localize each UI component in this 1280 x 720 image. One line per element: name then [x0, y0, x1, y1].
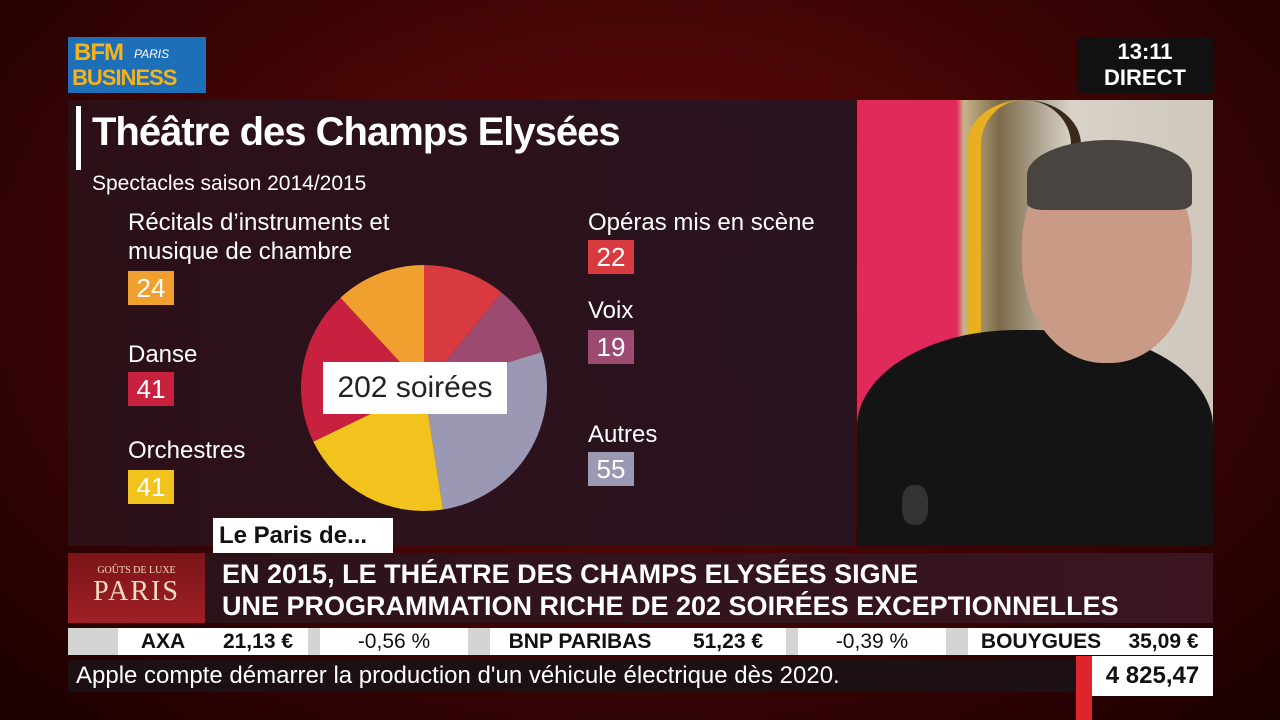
- stock-name: BNP PARIBAS: [490, 628, 670, 655]
- legend-label: Autres: [588, 421, 658, 448]
- legend-label: Orchestres: [128, 437, 246, 464]
- stock-name: BOUYGUES: [968, 628, 1114, 655]
- headline-line: UNE PROGRAMMATION RICHE DE 202 SOIRÉES E…: [222, 591, 1119, 621]
- chart-subtitle: Spectacles saison 2014/2015: [92, 172, 367, 195]
- headline-banner: [68, 553, 1213, 623]
- guest-hair: [1027, 140, 1192, 210]
- legend-value: 41: [128, 470, 174, 504]
- legend-value: 41: [128, 372, 174, 406]
- logo-main: BFM: [74, 39, 124, 66]
- pie-slice: [424, 265, 502, 388]
- legend-label: Récitals d’instruments et musique de cha…: [128, 209, 390, 265]
- chart-title: Théâtre des Champs Elysées: [92, 110, 621, 154]
- legend-label: Danse: [128, 341, 198, 368]
- video-feed: [857, 100, 1213, 546]
- headline: EN 2015, LE THÉATRE DES CHAMPS ELYSÉES S…: [222, 558, 1119, 622]
- center-label: 202 soirées: [323, 362, 507, 414]
- title-bar: [76, 106, 81, 170]
- logo-sub: BUSINESS: [72, 65, 177, 90]
- channel-logo: BFM PARIS BUSINESS: [68, 37, 206, 93]
- show-logo-top: GOÛTS DE LUXE: [97, 565, 176, 576]
- stock-price: 21,13 €: [208, 628, 308, 655]
- legend-value: 55: [588, 452, 634, 486]
- pie-slice: [340, 265, 424, 388]
- legend-value: 22: [588, 240, 634, 274]
- news-ticker: Apple compte démarrer la production d'un…: [68, 660, 1076, 692]
- market-index: 4 825,47: [1092, 656, 1213, 696]
- stock-change: -0,39 %: [798, 628, 946, 655]
- clock-box: 13:11 DIRECT: [1077, 37, 1213, 93]
- show-logo-main: PARIS: [93, 576, 180, 607]
- stock-price: 51,23 €: [670, 628, 786, 655]
- microphone: [902, 485, 928, 525]
- legend-label: Voix: [588, 297, 634, 324]
- segment-tag: Le Paris de...: [213, 518, 393, 553]
- clock-time: 13:11: [1117, 39, 1173, 64]
- show-logo: GOÛTS DE LUXE PARIS: [68, 553, 205, 623]
- legend-label: Opéras mis en scène: [588, 209, 815, 236]
- index-stripe: [1076, 656, 1092, 720]
- stock-change: -0,56 %: [320, 628, 468, 655]
- legend-value: 19: [588, 330, 634, 364]
- stock-price: 35,09 €: [1114, 628, 1213, 655]
- legend-value: 24: [128, 271, 174, 305]
- live-label: DIRECT: [1104, 65, 1186, 90]
- logo-paris: PARIS: [134, 47, 170, 61]
- headline-line: EN 2015, LE THÉATRE DES CHAMPS ELYSÉES S…: [222, 559, 919, 589]
- pie-slice: [313, 388, 444, 511]
- stock-name: AXA: [118, 628, 208, 655]
